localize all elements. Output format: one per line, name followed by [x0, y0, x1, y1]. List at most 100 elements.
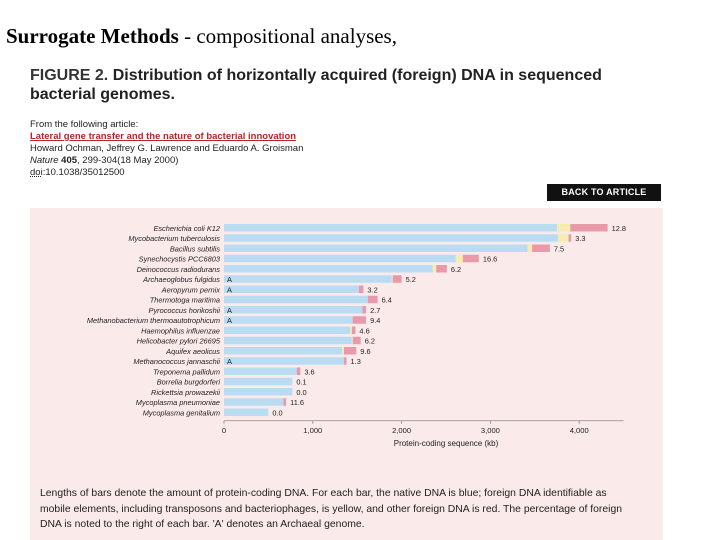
- x-tick-label: 2,000: [392, 426, 411, 435]
- bar-other-foreign-dna: [367, 295, 378, 304]
- slide-title-bold: Surrogate Methods: [6, 24, 179, 48]
- bar-native-dna: [224, 224, 557, 232]
- x-tick-label: 3,000: [481, 426, 500, 435]
- category-label: Methanobacterium thermoautotrophicum: [87, 316, 220, 325]
- foreign-percent-label: 11.6: [290, 398, 304, 407]
- category-label: Mycobacterium tuberculosis: [128, 234, 220, 243]
- bar-mobile-element-dna: [342, 347, 344, 355]
- bar-other-foreign-dna: [358, 285, 364, 293]
- archaeal-marker: A: [227, 285, 232, 294]
- bar-mobile-element-dna: [351, 336, 353, 345]
- foreign-percent-label: 4.6: [359, 326, 369, 335]
- bar-other-foreign-dna: [351, 326, 356, 334]
- figure-caption: Lengths of bars denote the amount of pro…: [40, 488, 623, 530]
- bar-native-dna: [224, 367, 297, 375]
- category-label: Haemophilus influenzae: [141, 326, 220, 335]
- category-label: Rickettsia prowazekii: [151, 388, 220, 397]
- bar-other-foreign-dna: [362, 306, 367, 314]
- journal-volume: 405: [61, 155, 78, 166]
- bar-other-foreign-dna: [343, 347, 357, 355]
- category-label: Escherichia coli K12: [153, 224, 220, 233]
- category-label: Aquifex aeolicus: [165, 347, 220, 356]
- bar-other-foreign-dna: [570, 224, 608, 232]
- bar-native-dna: [224, 275, 392, 283]
- foreign-percent-label: 1.3: [351, 357, 361, 366]
- foreign-percent-label: 9.6: [360, 347, 370, 356]
- bar-chart: Escherichia coli K12 12.8 Mycobacterium tu…: [87, 224, 626, 448]
- back-to-article-button[interactable]: BACK TO ARTICLE: [547, 184, 661, 201]
- bar-other-foreign-dna: [568, 234, 572, 242]
- citation: Nature 405, 299-304(18 May 2000): [30, 155, 303, 167]
- bar-other-foreign-dna: [532, 244, 550, 252]
- from-text: From the following article:: [30, 119, 139, 130]
- archaeal-marker: A: [227, 357, 232, 366]
- foreign-percent-label: 0.1: [296, 378, 306, 387]
- bar-other-foreign-dna: [352, 336, 361, 345]
- x-tick-label: 1,000: [303, 426, 322, 435]
- foreign-percent-label: 16.6: [483, 255, 497, 264]
- bar-native-dna: [224, 295, 368, 304]
- category-label: Deinococcus radiodurans: [137, 265, 221, 274]
- foreign-percent-label: 3.2: [367, 285, 377, 294]
- category-label: Treponema pallidum: [153, 367, 220, 376]
- figure-title-text: Distribution of horizontally acquired (f…: [30, 67, 602, 103]
- bar-mobile-element-dna: [527, 244, 533, 252]
- journal-name: Nature: [30, 155, 59, 166]
- category-label: Bacillus subtilis: [170, 244, 220, 253]
- bar-other-foreign-dna: [296, 367, 301, 375]
- bar-native-dna: [224, 326, 351, 334]
- bar-other-foreign-dna: [436, 265, 447, 273]
- bar-native-dna: [224, 347, 343, 355]
- bar-native-dna: [224, 398, 284, 406]
- figure-number: FIGURE 2.: [30, 67, 109, 84]
- bar-other-foreign-dna: [283, 398, 287, 406]
- category-label: Thermotoga maritima: [150, 296, 220, 305]
- article-meta: From the following article: Lateral gene…: [30, 119, 303, 179]
- foreign-percent-label: 5.2: [406, 275, 416, 284]
- category-label: Methanococcus jannaschii: [133, 357, 220, 366]
- bar-native-dna: [224, 254, 456, 263]
- foreign-percent-label: 9.4: [370, 316, 380, 325]
- x-tick-label: 0: [222, 426, 226, 435]
- bar-native-dna: [224, 336, 352, 345]
- category-label: Synechocystis PCC6803: [139, 255, 221, 264]
- bar-native-dna: [224, 408, 269, 416]
- doi: doi:10.1038/35012500: [30, 167, 303, 179]
- authors: Howard Ochman, Jeffrey G. Lawrence and E…: [30, 143, 304, 154]
- bar-native-dna: [224, 377, 293, 386]
- bar-other-foreign-dna: [462, 254, 479, 263]
- bar-native-dna: [224, 388, 293, 396]
- article-link[interactable]: Lateral gene transfer and the nature of …: [30, 131, 297, 142]
- bar-native-dna: [224, 306, 363, 314]
- journal-pages: , 299-304(18 May 2000): [77, 155, 179, 166]
- foreign-percent-label: 0.0: [296, 388, 306, 397]
- bar-other-foreign-dna: [352, 316, 367, 324]
- foreign-percent-label: 12.8: [612, 224, 626, 233]
- bar-mobile-element-dna: [557, 224, 571, 232]
- bar-mobile-element-dna: [350, 326, 352, 334]
- bar-mobile-element-dna: [455, 254, 463, 263]
- x-tick-label: 4,000: [570, 426, 589, 435]
- category-label: Helicobacter pylori 26695: [137, 337, 221, 346]
- bar-native-dna: [224, 316, 353, 324]
- bar-other-foreign-dna: [343, 357, 347, 365]
- bar-mobile-element-dna: [391, 275, 393, 283]
- foreign-percent-label: 6.4: [382, 296, 392, 305]
- category-label: Archaeoglobus fulgidus: [142, 275, 220, 284]
- bar-native-dna: [224, 285, 359, 293]
- archaeal-marker: A: [227, 306, 232, 315]
- bar-native-dna: [224, 357, 344, 365]
- category-label: Pyrococcus horikoshii: [149, 306, 221, 315]
- slide-title: Surrogate Methods - compositional analys…: [6, 24, 397, 49]
- bar-mobile-element-dna: [432, 265, 437, 273]
- bar-native-dna: [224, 234, 558, 242]
- x-axis-label: Protein-coding sequence (kb): [394, 439, 499, 448]
- doi-label[interactable]: doi: [30, 167, 43, 178]
- category-label: Mycoplasma pneumoniae: [136, 398, 220, 407]
- doi-value: :10.1038/35012500: [42, 167, 125, 178]
- category-label: Mycoplasma genitalium: [143, 408, 220, 417]
- bar-other-foreign-dna: [392, 275, 402, 283]
- slide-title-rest: - compositional analyses,: [178, 24, 397, 48]
- foreign-percent-label: 0.0: [272, 408, 282, 417]
- bar-mobile-element-dna: [557, 234, 569, 242]
